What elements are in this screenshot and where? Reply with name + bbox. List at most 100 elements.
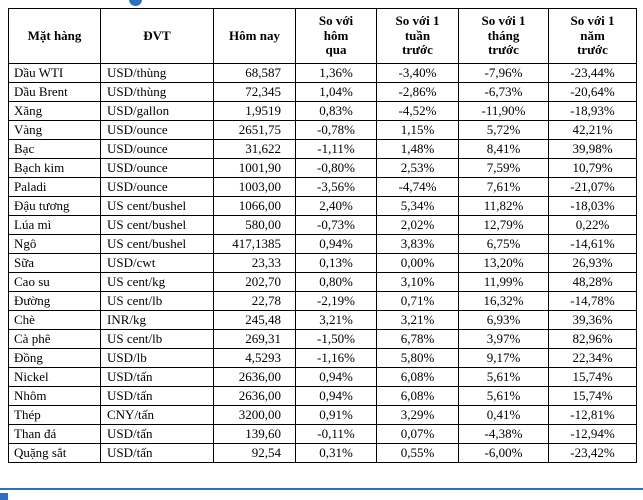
table-cell: -23,42%	[548, 443, 637, 463]
table-cell: 16,32%	[458, 291, 549, 311]
table-cell: 15,74%	[548, 386, 637, 406]
table-cell: Bạc	[8, 139, 101, 159]
table-cell: 0,83%	[295, 101, 377, 121]
table-cell: 5,34%	[376, 196, 459, 216]
table-cell: Cao su	[8, 272, 101, 292]
table-cell: USD/tấn	[100, 386, 214, 406]
table-cell: 1003,00	[213, 177, 296, 197]
table-cell: -18,93%	[548, 101, 637, 121]
table-cell: 202,70	[213, 272, 296, 292]
commodity-price-table: Mặt hàng ĐVT Hôm nay So với hôm qua So v…	[8, 8, 637, 463]
table-cell: -1,11%	[295, 139, 377, 159]
table-row: Chè INR/kg 245,48 3,21% 3,21% 6,93% 39,36%	[8, 310, 637, 330]
table-cell: 2636,00	[213, 367, 296, 387]
table-row: Nhôm USD/tấn 2636,00 0,94% 6,08% 5,61% 15,74%	[8, 386, 637, 406]
column-header-today: Hôm nay	[213, 8, 296, 64]
table-cell: USD/ounce	[100, 177, 214, 197]
table-cell: 3,29%	[376, 405, 459, 425]
table-cell: -2,86%	[376, 82, 459, 102]
table-cell: USD/tấn	[100, 443, 214, 463]
table-body: Dầu WTI USD/thùng 68,587 1,36% -3,40% -7,96% -…	[8, 63, 637, 463]
table-cell: 5,61%	[458, 367, 549, 387]
table-cell: 0,94%	[295, 386, 377, 406]
table-cell: 2,40%	[295, 196, 377, 216]
column-header-vs-year: So với 1 năm trước	[548, 8, 637, 64]
column-header-commodity: Mặt hàng	[8, 8, 101, 64]
table-cell: -3,40%	[376, 63, 459, 83]
table-cell: 48,28%	[548, 272, 637, 292]
table-cell: INR/kg	[100, 310, 214, 330]
table-cell: -0,78%	[295, 120, 377, 140]
table-cell: USD/tấn	[100, 424, 214, 444]
table-cell: USD/ounce	[100, 139, 214, 159]
table-cell: US cent/lb	[100, 291, 214, 311]
table-cell: Xăng	[8, 101, 101, 121]
table-cell: -12,94%	[548, 424, 637, 444]
table-cell: -12,81%	[548, 405, 637, 425]
table-cell: 7,61%	[458, 177, 549, 197]
column-header-vs-yesterday: So với hôm qua	[295, 8, 377, 64]
table-cell: Chè	[8, 310, 101, 330]
table-cell: 4,5293	[213, 348, 296, 368]
table-cell: Nhôm	[8, 386, 101, 406]
table-cell: 0,31%	[295, 443, 377, 463]
table-cell: Quặng sắt	[8, 443, 101, 463]
table-cell: 0,80%	[295, 272, 377, 292]
bottom-divider	[0, 488, 643, 490]
table-cell: 0,71%	[376, 291, 459, 311]
table-cell: Bạch kim	[8, 158, 101, 178]
table-cell: 2636,00	[213, 386, 296, 406]
table-cell: USD/lb	[100, 348, 214, 368]
table-cell: 13,20%	[458, 253, 549, 273]
table-cell: Thép	[8, 405, 101, 425]
table-row: Quặng sắt USD/tấn 92,54 0,31% 0,55% -6,00% -23…	[8, 443, 637, 463]
table-cell: 2651,75	[213, 120, 296, 140]
table-cell: -3,56%	[295, 177, 377, 197]
table-cell: 22,34%	[548, 348, 637, 368]
table-cell: 0,91%	[295, 405, 377, 425]
table-cell: 6,75%	[458, 234, 549, 254]
table-cell: 1001,90	[213, 158, 296, 178]
table-header-row: Mặt hàng ĐVT Hôm nay So với hôm qua So v…	[8, 8, 637, 64]
table-cell: US cent/bushel	[100, 234, 214, 254]
table-cell: Ngô	[8, 234, 101, 254]
table-cell: 5,80%	[376, 348, 459, 368]
table-cell: 10,79%	[548, 158, 637, 178]
table-cell: US cent/kg	[100, 272, 214, 292]
table-cell: 22,78	[213, 291, 296, 311]
table-cell: -18,03%	[548, 196, 637, 216]
table-cell: 1,15%	[376, 120, 459, 140]
bottom-left-corner-mark	[0, 493, 8, 500]
table-cell: 0,94%	[295, 234, 377, 254]
table-cell: USD/thùng	[100, 82, 214, 102]
table-cell: 269,31	[213, 329, 296, 349]
table-row: Đồng USD/lb 4,5293 -1,16% 5,80% 9,17% 22,34%	[8, 348, 637, 368]
table-cell: -14,61%	[548, 234, 637, 254]
table-cell: Paladi	[8, 177, 101, 197]
table-cell: -14,78%	[548, 291, 637, 311]
table-cell: -7,96%	[458, 63, 549, 83]
table-cell: Đồng	[8, 348, 101, 368]
table-cell: 1,36%	[295, 63, 377, 83]
table-cell: -11,90%	[458, 101, 549, 121]
table-cell: Đậu tương	[8, 196, 101, 216]
table-cell: USD/cwt	[100, 253, 214, 273]
table-cell: 417,1385	[213, 234, 296, 254]
table-cell: USD/thùng	[100, 63, 214, 83]
table-cell: USD/ounce	[100, 158, 214, 178]
table-cell: Nickel	[8, 367, 101, 387]
table-cell: 82,96%	[548, 329, 637, 349]
table-cell: 245,48	[213, 310, 296, 330]
table-cell: USD/ounce	[100, 120, 214, 140]
table-cell: CNY/tấn	[100, 405, 214, 425]
table-row: Lúa mì US cent/bushel 580,00 -0,73% 2,02% 12,…	[8, 215, 637, 235]
table-cell: 42,21%	[548, 120, 637, 140]
table-cell: 6,08%	[376, 367, 459, 387]
table-cell: 0,55%	[376, 443, 459, 463]
table-cell: -4,38%	[458, 424, 549, 444]
table-cell: 0,94%	[295, 367, 377, 387]
table-cell: 72,345	[213, 82, 296, 102]
table-cell: Dầu WTI	[8, 63, 101, 83]
table-cell: 9,17%	[458, 348, 549, 368]
table-cell: -21,07%	[548, 177, 637, 197]
